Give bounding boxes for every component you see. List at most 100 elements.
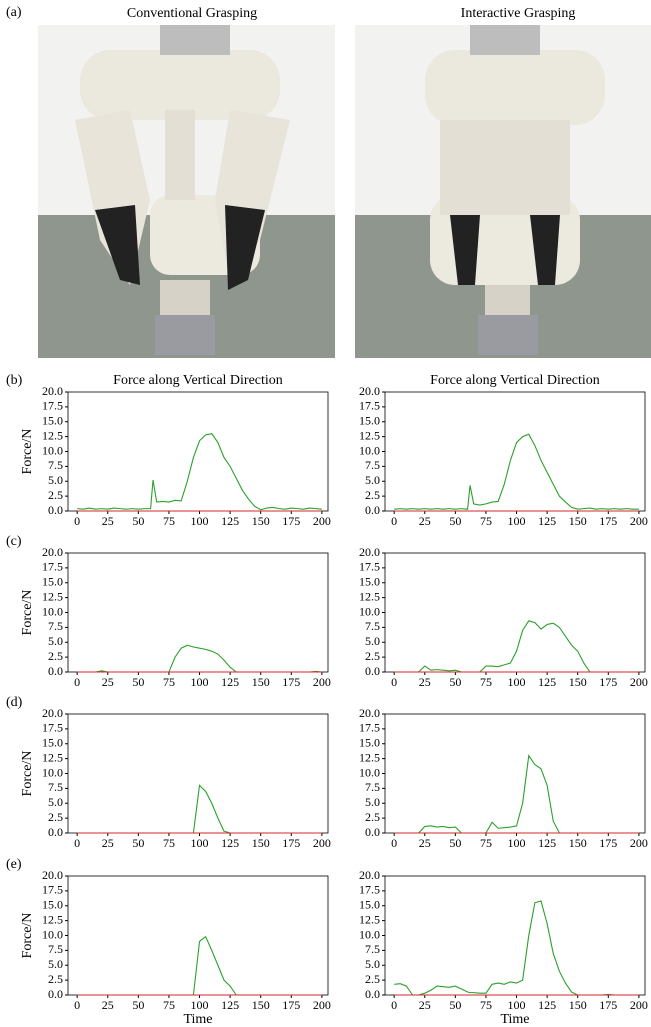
plot-frame bbox=[384, 875, 646, 996]
y-tick-label: 17.5 bbox=[359, 721, 380, 735]
x-tick-label: 100 bbox=[508, 998, 526, 1012]
y-tick-label: 2.5 bbox=[365, 810, 380, 824]
x-tick-label: 125 bbox=[221, 514, 239, 528]
force-line bbox=[394, 900, 639, 996]
y-tick-label: 2.5 bbox=[365, 972, 380, 986]
y-tick-label: 10.0 bbox=[359, 443, 380, 457]
y-tick-label: 17.5 bbox=[42, 721, 63, 735]
y-tick-label: 12.5 bbox=[359, 428, 380, 442]
y-tick-label: 20.0 bbox=[359, 706, 380, 720]
plot-frame bbox=[384, 391, 646, 512]
y-tick-label: 7.5 bbox=[48, 780, 63, 794]
x-tick-label: 125 bbox=[538, 514, 556, 528]
x-tick-label: 175 bbox=[282, 514, 300, 528]
x-tick-label: 100 bbox=[191, 514, 209, 528]
y-tick-label: 12.5 bbox=[359, 750, 380, 764]
y-axis-label: Force/N bbox=[20, 429, 35, 475]
y-tick-label: 2.5 bbox=[48, 488, 63, 502]
y-tick-label: 20.0 bbox=[359, 384, 380, 398]
x-tick-label: 0 bbox=[74, 836, 80, 850]
plot-frame bbox=[67, 552, 329, 673]
x-tick-label: 125 bbox=[221, 836, 239, 850]
y-tick-label: 12.5 bbox=[42, 589, 63, 603]
x-tick-label: 25 bbox=[419, 675, 431, 689]
photo bbox=[355, 25, 651, 358]
x-tick-label: 150 bbox=[569, 675, 587, 689]
x-tick-label: 150 bbox=[252, 675, 270, 689]
panel-label: (c) bbox=[6, 534, 22, 549]
x-tick-label: 25 bbox=[102, 836, 114, 850]
x-tick-label: 200 bbox=[313, 514, 331, 528]
photo bbox=[38, 25, 335, 358]
x-tick-label: 0 bbox=[391, 998, 397, 1012]
y-tick-label: 7.5 bbox=[365, 619, 380, 633]
panel-label: (e) bbox=[6, 857, 22, 872]
y-tick-label: 5.0 bbox=[48, 634, 63, 648]
x-tick-label: 100 bbox=[191, 675, 209, 689]
y-tick-label: 2.5 bbox=[48, 810, 63, 824]
y-tick-label: 15.0 bbox=[359, 414, 380, 428]
y-tick-label: 15.0 bbox=[42, 736, 63, 750]
y-tick-label: 12.5 bbox=[42, 750, 63, 764]
x-tick-label: 0 bbox=[74, 675, 80, 689]
y-tick-label: 12.5 bbox=[42, 912, 63, 926]
y-tick-label: 15.0 bbox=[42, 414, 63, 428]
x-tick-label: 50 bbox=[132, 836, 144, 850]
y-tick-label: 15.0 bbox=[42, 575, 63, 589]
x-tick-label: 100 bbox=[508, 514, 526, 528]
x-tick-label: 50 bbox=[449, 514, 461, 528]
x-tick-label: 0 bbox=[74, 998, 80, 1012]
plot-frame bbox=[67, 875, 329, 996]
x-tick-label: 150 bbox=[569, 514, 587, 528]
x-tick-label: 50 bbox=[132, 514, 144, 528]
x-tick-label: 75 bbox=[163, 514, 175, 528]
y-tick-label: 20.0 bbox=[42, 384, 63, 398]
y-tick-label: 17.5 bbox=[42, 883, 63, 897]
x-tick-label: 175 bbox=[599, 675, 617, 689]
y-tick-label: 20.0 bbox=[42, 706, 63, 720]
y-tick-label: 20.0 bbox=[359, 545, 380, 559]
force-line bbox=[394, 620, 639, 673]
x-tick-label: 0 bbox=[391, 675, 397, 689]
force-line bbox=[77, 433, 322, 511]
x-tick-label: 25 bbox=[419, 514, 431, 528]
x-tick-label: 175 bbox=[599, 514, 617, 528]
x-tick-label: 150 bbox=[252, 836, 270, 850]
x-tick-label: 50 bbox=[132, 675, 144, 689]
y-tick-label: 5.0 bbox=[48, 795, 63, 809]
y-tick-label: 20.0 bbox=[359, 868, 380, 882]
x-tick-label: 75 bbox=[480, 836, 492, 850]
y-tick-label: 10.0 bbox=[359, 604, 380, 618]
y-tick-label: 7.5 bbox=[48, 458, 63, 472]
y-tick-label: 5.0 bbox=[365, 634, 380, 648]
y-tick-label: 0.0 bbox=[365, 825, 380, 839]
y-tick-label: 2.5 bbox=[48, 972, 63, 986]
x-tick-label: 75 bbox=[163, 675, 175, 689]
x-tick-label: 200 bbox=[313, 998, 331, 1012]
y-axis-label: Force/N bbox=[20, 590, 35, 636]
x-tick-label: 175 bbox=[282, 998, 300, 1012]
y-tick-label: 10.0 bbox=[359, 765, 380, 779]
x-tick-label: 0 bbox=[74, 514, 80, 528]
force-line bbox=[77, 935, 322, 996]
x-tick-label: 100 bbox=[508, 836, 526, 850]
x-axis-label: Time bbox=[183, 1012, 212, 1027]
y-tick-label: 10.0 bbox=[359, 927, 380, 941]
y-tick-label: 17.5 bbox=[359, 560, 380, 574]
x-tick-label: 75 bbox=[480, 514, 492, 528]
y-tick-label: 12.5 bbox=[42, 428, 63, 442]
y-tick-label: 0.0 bbox=[365, 987, 380, 1001]
x-tick-label: 100 bbox=[508, 675, 526, 689]
x-tick-label: 150 bbox=[569, 836, 587, 850]
panel-label: (a) bbox=[6, 5, 22, 20]
x-tick-label: 100 bbox=[191, 836, 209, 850]
x-tick-label: 175 bbox=[599, 998, 617, 1012]
x-tick-label: 150 bbox=[252, 514, 270, 528]
x-tick-label: 75 bbox=[163, 836, 175, 850]
x-tick-label: 175 bbox=[599, 836, 617, 850]
chart-title: Force along Vertical Direction bbox=[113, 373, 283, 388]
y-tick-label: 17.5 bbox=[359, 883, 380, 897]
x-tick-label: 200 bbox=[630, 998, 648, 1012]
y-tick-label: 7.5 bbox=[48, 942, 63, 956]
